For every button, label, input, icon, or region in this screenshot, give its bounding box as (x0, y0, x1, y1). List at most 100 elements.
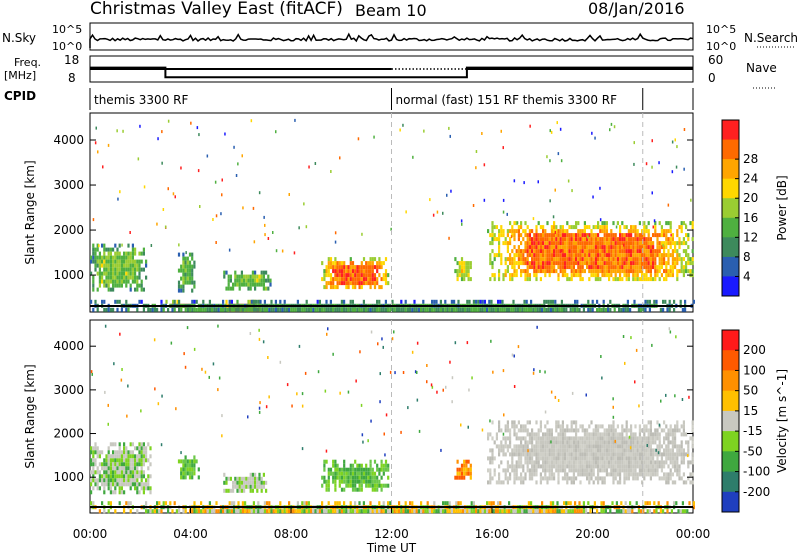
velocity-cell (614, 432, 617, 437)
velocity-cell (636, 452, 639, 457)
power-speck (549, 159, 551, 163)
power-speck (390, 227, 392, 231)
velocity-cell (572, 472, 575, 477)
power-speck (559, 127, 562, 131)
velocity-speck (193, 347, 196, 351)
power-cell (576, 307, 579, 312)
velocity-cell (140, 454, 143, 459)
velocity-cell (588, 432, 591, 437)
power-cell (444, 307, 447, 312)
velocity-cell (645, 456, 648, 461)
velocity-cell (531, 436, 534, 441)
power-cell (229, 278, 232, 283)
velocity-cell (107, 458, 110, 463)
power-cell (679, 299, 682, 304)
velocity-speck (279, 360, 282, 364)
power-speck (119, 190, 121, 194)
velocity-cell (446, 509, 449, 514)
velocity-cell (566, 460, 569, 465)
velocity-cell (347, 509, 350, 514)
power-cell (548, 257, 551, 262)
velocity-cell (643, 440, 646, 445)
power-cell (120, 263, 123, 268)
velocity-cell (101, 450, 104, 455)
power-cell (269, 278, 272, 283)
power-cell (605, 229, 608, 234)
power-cell (608, 277, 611, 282)
velocity-cell (561, 468, 564, 473)
velocity-cell (559, 464, 562, 469)
power-cell (142, 287, 145, 292)
velocity-cell (524, 460, 527, 465)
power-cell (624, 307, 627, 312)
power-cell (652, 277, 655, 282)
power-cell (498, 249, 501, 254)
power-cell (136, 259, 139, 264)
velocity-cell (627, 460, 630, 465)
power-cell (373, 281, 377, 286)
velocity-cell (660, 468, 663, 473)
velocity-speck (126, 414, 128, 418)
velocity-cell (90, 470, 93, 475)
power-cell (526, 277, 529, 282)
power-cell (528, 245, 531, 250)
power-cell (227, 286, 230, 291)
velocity-cell (506, 468, 509, 473)
velocity-cell (511, 460, 514, 465)
power-cell (240, 278, 243, 283)
power-cell (373, 273, 377, 278)
velocity-cell (382, 471, 385, 476)
velocity-cell (180, 467, 183, 472)
velocity-cell (94, 470, 97, 475)
power-cell (103, 251, 106, 256)
velocity-cell (371, 475, 374, 480)
velocity-speck (624, 361, 626, 365)
velocity-cell (654, 464, 657, 469)
power-speck (546, 155, 548, 159)
velocity-cell (636, 460, 639, 465)
velocity-cell (646, 509, 649, 514)
velocity-cell (112, 442, 115, 447)
velocity-cell (592, 472, 595, 477)
velocity-cell (241, 501, 244, 506)
power-cell (638, 277, 641, 282)
velocity-cell (517, 460, 520, 465)
velocity-cell (240, 476, 243, 481)
velocity-cell (544, 440, 547, 445)
velocity-cell (657, 501, 660, 506)
velocity-cell (583, 464, 586, 469)
power-cell (537, 261, 540, 266)
power-cell (509, 229, 512, 234)
power-speck (161, 161, 163, 165)
power-cell (347, 269, 350, 274)
power-cell (118, 251, 121, 256)
velocity-speck (481, 428, 484, 432)
power-cell (101, 255, 104, 260)
power-cell (305, 307, 308, 312)
velocity-cell (149, 474, 152, 479)
velocity-cell (576, 509, 579, 514)
power-cell (479, 307, 482, 312)
velocity-cell (263, 501, 266, 506)
power-cell (491, 241, 494, 246)
power-cell (107, 247, 110, 252)
power-speck (199, 205, 201, 208)
velocity-cell (468, 509, 471, 514)
velocity-cell (323, 467, 326, 472)
velocity-speck (249, 332, 252, 335)
velocity-cell (123, 442, 126, 447)
velocity-cell (687, 460, 690, 465)
velocity-cell (145, 454, 148, 459)
velocity-cell (116, 478, 119, 483)
velocity-cell (600, 509, 603, 514)
power-cell (400, 307, 403, 312)
power-cell (685, 249, 688, 254)
velocity-cell (552, 509, 555, 514)
power-cell (590, 237, 593, 242)
power-cell (575, 237, 578, 242)
power-cell (599, 245, 602, 250)
power-cell (517, 249, 520, 254)
velocity-cell (605, 460, 608, 465)
power-cell (321, 261, 324, 266)
power-cell (588, 249, 591, 254)
